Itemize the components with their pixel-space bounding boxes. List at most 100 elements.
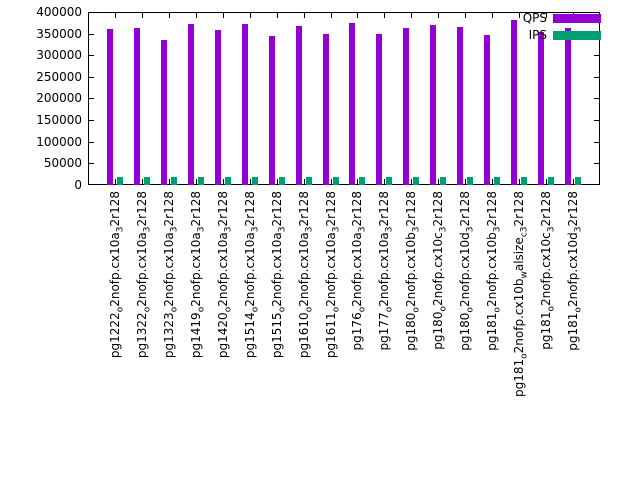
y-tick-mark <box>594 98 599 99</box>
y-tick-label: 150000 <box>36 113 82 127</box>
ips-bar <box>467 177 473 185</box>
ips-bar <box>521 177 527 185</box>
ips-bar <box>359 177 365 185</box>
x-tick-label: pg1514o2nofp.cx10a32r128 <box>243 191 261 359</box>
x-tick-label: pg180o2nofp.cx10d32r128 <box>458 191 476 351</box>
qps-bar <box>323 34 329 185</box>
x-tick-label: pg1611o2nofp.cx10a32r128 <box>324 191 342 359</box>
x-tick-mark <box>142 179 143 184</box>
x-tick-mark <box>223 13 224 18</box>
x-tick-mark <box>277 13 278 18</box>
qps-bar <box>161 40 167 185</box>
y-tick-mark <box>89 98 94 99</box>
x-tick-label: pg1322o2nofp.cx10a32r128 <box>135 191 153 359</box>
y-tick-mark <box>594 120 599 121</box>
qps-bar <box>242 24 248 185</box>
plot-area <box>88 12 600 185</box>
legend-label-qps: QPS <box>522 11 547 25</box>
x-tick-mark <box>196 13 197 18</box>
qps-bar <box>215 30 221 185</box>
x-tick-mark <box>357 13 358 18</box>
x-tick-mark <box>384 13 385 18</box>
qps-bar <box>376 34 382 185</box>
x-tick-mark <box>546 179 547 184</box>
y-tick-mark <box>594 142 599 143</box>
qps-bar <box>484 35 490 185</box>
x-tick-mark <box>492 13 493 18</box>
x-tick-label: pg177o2nofp.cx10a32r128 <box>377 191 395 351</box>
x-tick-mark <box>277 179 278 184</box>
ips-bar <box>198 177 204 185</box>
qps-bar <box>134 28 140 185</box>
qps-bar <box>107 29 113 185</box>
y-tick-mark <box>89 142 94 143</box>
ips-bar <box>252 177 258 185</box>
x-tick-label: pg1610o2nofp.cx10a32r128 <box>297 191 315 359</box>
ips-bar <box>144 177 150 185</box>
y-tick-mark <box>594 55 599 56</box>
x-tick-label: pg181o2nofp.cx10c32r128 <box>539 191 557 350</box>
x-tick-label: pg1420o2nofp.cx10a32r128 <box>216 191 234 359</box>
ips-bar <box>413 177 419 185</box>
x-tick-mark <box>546 13 547 18</box>
x-tick-label: pg181o2nofp.cx10b32r128 <box>485 191 503 351</box>
x-tick-mark <box>331 179 332 184</box>
y-tick-mark <box>594 163 599 164</box>
x-tick-mark <box>519 179 520 184</box>
legend-swatch-ips <box>553 31 601 40</box>
x-tick-mark <box>250 179 251 184</box>
x-tick-mark <box>492 179 493 184</box>
y-tick-mark <box>89 77 94 78</box>
legend-swatch-qps <box>553 14 601 23</box>
ips-bar <box>494 177 500 185</box>
x-tick-mark <box>304 179 305 184</box>
y-tick-label: 350000 <box>36 27 82 41</box>
x-tick-mark <box>169 13 170 18</box>
qps-bar <box>188 24 194 185</box>
x-tick-mark <box>169 179 170 184</box>
x-tick-label: pg181o2nofp.cx10bwalsizec32r128 <box>512 191 530 397</box>
ips-bar <box>333 177 339 185</box>
x-tick-label: pg181o2nofp.cx10d32r128 <box>566 191 584 351</box>
x-tick-mark <box>115 13 116 18</box>
ips-bar <box>117 177 123 185</box>
x-tick-mark <box>223 179 224 184</box>
x-tick-mark <box>519 13 520 18</box>
ips-bar <box>171 177 177 185</box>
y-tick-label: 200000 <box>36 91 82 105</box>
x-tick-mark <box>142 13 143 18</box>
x-tick-mark <box>196 179 197 184</box>
y-tick-mark <box>89 55 94 56</box>
x-tick-mark <box>573 179 574 184</box>
legend-label-ips: IPS <box>528 28 547 42</box>
x-tick-label: pg180o2nofp.cx10c32r128 <box>431 191 449 350</box>
x-tick-mark <box>331 13 332 18</box>
x-tick-mark <box>465 179 466 184</box>
x-tick-mark <box>465 13 466 18</box>
ips-bar <box>386 177 392 185</box>
y-tick-label: 100000 <box>36 135 82 149</box>
y-tick-label: 400000 <box>36 5 82 19</box>
x-tick-mark <box>384 179 385 184</box>
qps-bar <box>565 28 571 185</box>
x-tick-label: pg180o2nofp.cx10b32r128 <box>404 191 422 351</box>
ips-bar <box>279 177 285 185</box>
x-tick-mark <box>411 13 412 18</box>
x-tick-mark <box>250 13 251 18</box>
y-tick-label: 300000 <box>36 48 82 62</box>
qps-bar <box>269 36 275 185</box>
ips-bar <box>306 177 312 185</box>
y-tick-mark <box>89 34 94 35</box>
ips-bar <box>575 177 581 185</box>
y-tick-label: 0 <box>74 178 82 192</box>
qps-bar <box>511 20 517 185</box>
x-tick-mark <box>438 13 439 18</box>
x-tick-label: pg1515o2nofp.cx10a32r128 <box>270 191 288 359</box>
x-tick-mark <box>115 179 116 184</box>
y-tick-mark <box>89 163 94 164</box>
y-tick-label: 250000 <box>36 70 82 84</box>
x-tick-mark <box>411 179 412 184</box>
x-tick-label: pg176o2nofp.cx10a32r128 <box>350 191 368 351</box>
qps-bar <box>403 28 409 185</box>
